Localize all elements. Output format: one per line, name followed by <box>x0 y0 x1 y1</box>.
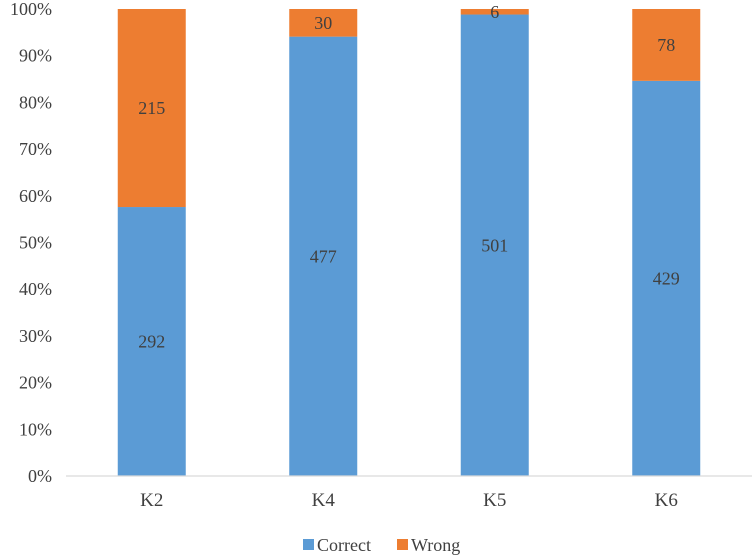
x-tick-label: K4 <box>312 490 336 511</box>
bar-wrong-k6 <box>632 9 701 81</box>
y-tick-label: 90% <box>19 46 52 66</box>
y-tick-label: 80% <box>19 92 52 112</box>
data-label-wrong-k5: 6 <box>490 2 499 22</box>
legend-swatch-correct <box>303 539 314 550</box>
bar-correct-k5 <box>460 14 529 476</box>
y-tick-label: 20% <box>19 373 52 393</box>
legend-label-wrong: Wrong <box>411 535 460 555</box>
data-label-correct-k6: 429 <box>653 268 680 288</box>
y-tick-label: 50% <box>19 233 52 253</box>
y-tick-label: 100% <box>10 0 52 19</box>
y-tick-label: 70% <box>19 139 52 159</box>
y-tick-label: 30% <box>19 326 52 346</box>
data-label-correct-k4: 477 <box>310 246 337 266</box>
y-tick-label: 0% <box>28 466 52 486</box>
bar-wrong-k5 <box>460 9 529 15</box>
x-tick-label: K2 <box>140 490 163 511</box>
legend: Correct Wrong <box>303 535 460 555</box>
data-label-wrong-k6: 78 <box>657 35 675 55</box>
bar-correct-k4 <box>289 36 358 476</box>
x-axis: K2 K4 K5 K6 <box>66 475 752 511</box>
data-label-correct-k5: 501 <box>481 235 508 255</box>
plot-area: 292 215 477 30 501 6 429 78 <box>117 2 701 476</box>
legend-label-correct: Correct <box>317 535 371 555</box>
x-tick-label: K5 <box>483 490 506 511</box>
legend-swatch-wrong <box>397 539 408 550</box>
data-label-wrong-k4: 30 <box>314 13 332 33</box>
data-label-correct-k2: 292 <box>138 332 165 352</box>
bar-wrong-k4 <box>289 9 358 37</box>
bar-correct-k6 <box>632 80 701 476</box>
bar-correct-k2 <box>117 207 186 476</box>
data-label-wrong-k2: 215 <box>138 98 165 118</box>
y-tick-label: 60% <box>19 186 52 206</box>
y-axis: 0% 10% 20% 30% 40% 50% 60% 70% 80% 90% 100% <box>10 0 52 486</box>
y-tick-label: 40% <box>19 279 52 299</box>
y-tick-label: 10% <box>19 419 52 439</box>
bar-wrong-k2 <box>117 9 186 208</box>
x-tick-label: K6 <box>655 490 678 511</box>
